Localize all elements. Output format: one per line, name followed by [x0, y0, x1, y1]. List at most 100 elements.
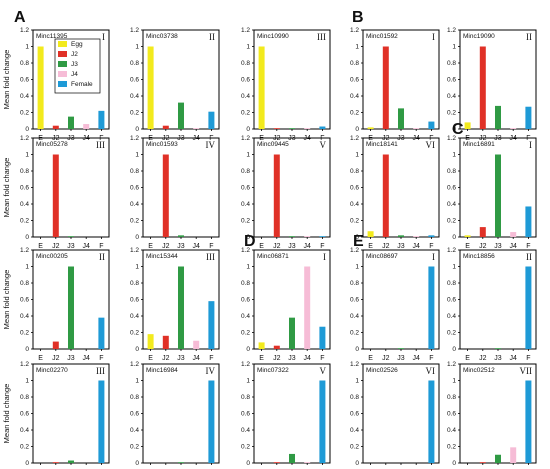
bar-j4 [304, 128, 311, 129]
panel-numeral: III [206, 252, 215, 262]
bar-j3 [495, 154, 501, 237]
y-tick-label: 1.2 [241, 27, 250, 34]
y-tick-label: 1 [135, 378, 139, 385]
chart-panel-19: 00.20.40.60.811.2EJ2J3J4FMinc02526VI [350, 361, 440, 467]
y-tick-label: 0.8 [241, 394, 250, 401]
y-tick-label: 1.2 [130, 247, 139, 254]
bar-j3 [68, 236, 74, 237]
y-tick-label: 1 [355, 152, 359, 159]
bar-j3 [398, 235, 404, 237]
y-tick-label: 0.4 [20, 427, 29, 434]
bar-j3 [495, 454, 501, 463]
y-tick-label: 0.2 [447, 218, 456, 225]
gene-name: Minc02526 [366, 367, 398, 374]
panel-frame [253, 29, 331, 130]
x-category-label: J4 [509, 355, 517, 362]
bar-j3 [289, 236, 295, 237]
y-tick-label: 0.2 [130, 330, 139, 337]
y-tick-label: 0 [452, 460, 456, 467]
y-tick-label: 0.2 [130, 110, 139, 117]
y-tick-label: 0 [25, 126, 29, 133]
bar-e [147, 334, 154, 349]
y-tick-label: 0.8 [241, 168, 250, 175]
y-tick-label: 1 [246, 44, 250, 51]
gene-name: Minc02270 [36, 367, 68, 374]
bar-f [428, 266, 435, 349]
y-tick-label: 0.2 [20, 330, 29, 337]
x-category-label: E [38, 355, 43, 362]
y-tick-label: 0 [246, 460, 250, 467]
y-tick-label: 0.4 [130, 93, 139, 100]
y-axis-label: Mean fold change [2, 50, 11, 110]
y-tick-label: 0.6 [241, 411, 250, 418]
y-tick-label: 0.4 [447, 313, 456, 320]
gene-name: Minc11395 [36, 33, 68, 40]
panel-frame [142, 363, 220, 464]
y-tick-label: 0.6 [350, 185, 359, 192]
y-tick-label: 1.2 [350, 135, 359, 142]
gene-name: Minc19090 [463, 33, 495, 40]
y-tick-label: 0.4 [447, 93, 456, 100]
bar-j2 [162, 125, 169, 129]
y-tick-label: 0 [25, 460, 29, 467]
legend-entry: J4 [71, 71, 78, 78]
bar-j2 [273, 154, 280, 237]
x-category-label: F [320, 243, 324, 250]
bar-f [98, 110, 105, 129]
bar-j2 [479, 46, 486, 129]
gene-name: Minc02512 [463, 367, 495, 374]
y-tick-label: 0.2 [130, 444, 139, 451]
panel-numeral: I [432, 252, 435, 262]
y-tick-label: 0 [355, 460, 359, 467]
x-category-label: F [526, 355, 530, 362]
panel-numeral: I [323, 252, 326, 262]
y-tick-label: 0.6 [20, 297, 29, 304]
y-tick-label: 0 [25, 234, 29, 241]
panel-frame [459, 363, 537, 464]
bar-f [525, 380, 532, 463]
y-tick-label: 1.2 [130, 361, 139, 368]
y-tick-label: 1 [135, 44, 139, 51]
chart-panel-17: 00.20.40.60.811.2EJ2J3J4FMinc16984IV [130, 361, 220, 467]
chart-panel-14: 0 0.2 0.4 0.6 0.8 1 1.2 E J2 J3 J4 F Minc08697 I [350, 247, 440, 362]
panel-numeral: VI [426, 140, 436, 150]
panel-numeral: III [96, 366, 105, 376]
y-tick-label: 0 [246, 234, 250, 241]
panel-frame [32, 363, 110, 464]
y-tick-label: 0.8 [350, 394, 359, 401]
y-tick-label: 1 [25, 152, 29, 159]
y-tick-label: 1.2 [20, 27, 29, 34]
bar-f [428, 121, 435, 129]
y-tick-label: 0.8 [20, 60, 29, 67]
bar-f [98, 317, 105, 349]
bar-j4 [304, 236, 311, 237]
y-tick-label: 0.8 [20, 168, 29, 175]
panel-frame [32, 137, 110, 238]
y-tick-label: 0.6 [20, 411, 29, 418]
bar-j4 [193, 128, 200, 129]
y-tick-label: 0.6 [447, 185, 456, 192]
legend-entry: J2 [71, 51, 78, 58]
bar-j3 [178, 235, 184, 237]
bar-e [464, 235, 471, 237]
bar-j2 [162, 154, 169, 237]
gene-name: Minc16891 [463, 141, 495, 148]
y-tick-label: 0.8 [130, 394, 139, 401]
y-tick-label: 1 [355, 264, 359, 271]
bar-f [525, 106, 532, 129]
gene-name: Minc06871 [257, 253, 289, 260]
y-tick-label: 0.4 [241, 313, 250, 320]
y-tick-label: 0 [135, 460, 139, 467]
y-tick-label: 0.6 [350, 411, 359, 418]
y-tick-label: 1 [135, 152, 139, 159]
panel-numeral: VII [520, 366, 533, 376]
y-tick-label: 0 [452, 234, 456, 241]
x-category-label: J2 [162, 355, 170, 362]
bar-f [319, 236, 326, 237]
section-letter-e: E [353, 233, 364, 250]
bar-j4 [413, 128, 420, 129]
x-category-label: F [99, 243, 103, 250]
y-tick-label: 1 [246, 152, 250, 159]
legend-entry: Egg [71, 41, 83, 48]
x-category-label: E [368, 355, 373, 362]
